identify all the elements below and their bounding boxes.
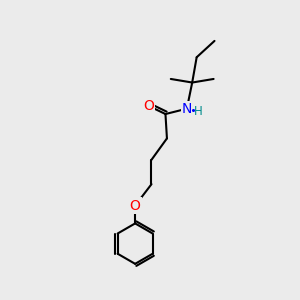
Text: N: N <box>182 102 192 116</box>
Text: O: O <box>143 99 154 113</box>
Text: H: H <box>194 105 203 118</box>
Text: O: O <box>130 199 141 213</box>
